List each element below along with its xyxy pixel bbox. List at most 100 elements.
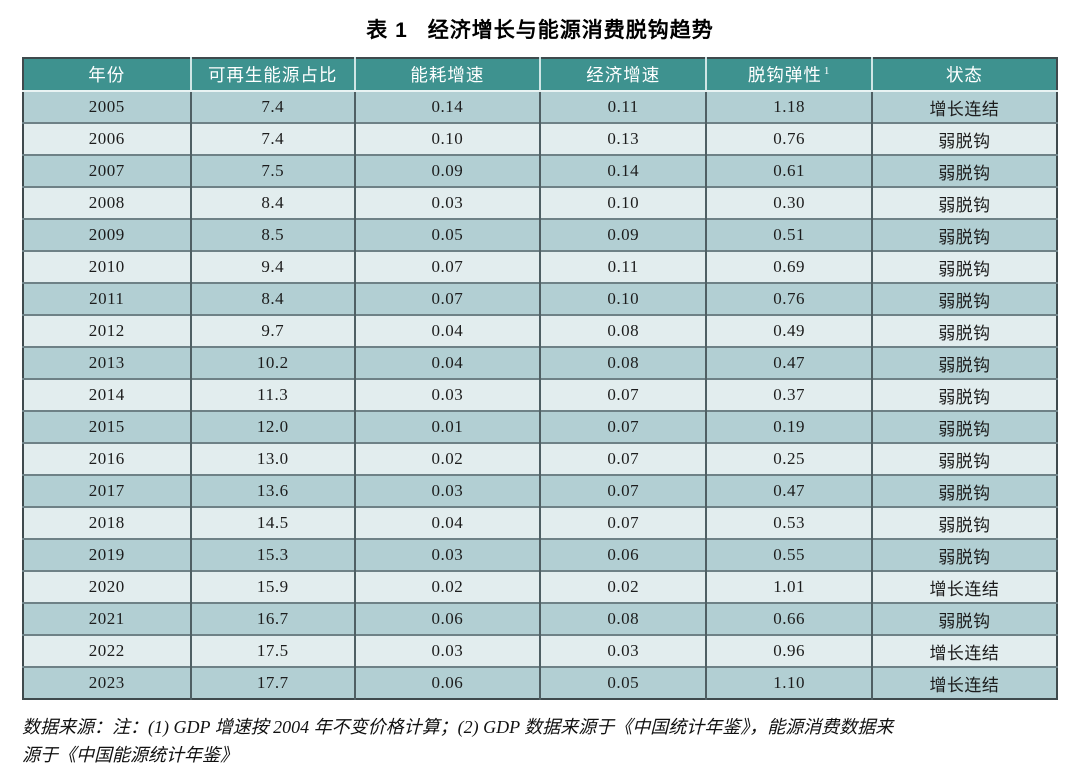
cell-year: 2011 [89, 289, 125, 308]
cell-energy-growth: 0.04 [353, 315, 540, 347]
table-number-label: 表 1 [366, 19, 408, 42]
cell-gdp-growth: 0.08 [538, 603, 707, 635]
cell-renewable-share: 17.7 [189, 667, 355, 699]
cell-gdp-growth: 0.08 [538, 315, 707, 347]
cell-energy-growth: 0.05 [353, 219, 540, 251]
cell-gdp-growth: 0.10 [538, 283, 707, 315]
cell-renewable-share: 11.3 [189, 379, 355, 411]
cell-renewable-share: 17.5 [189, 635, 355, 667]
table-row: 2023 17.7 0.06 0.05 1.10 增长连结 [23, 667, 1057, 699]
cell-status: 弱脱钩 [870, 507, 1057, 539]
cell-status: 弱脱钩 [870, 603, 1057, 635]
cell-gdp-growth: 0.07 [538, 475, 707, 507]
cell-elasticity: 0.53 [705, 507, 872, 539]
cell-energy-growth: 0.03 [353, 539, 540, 571]
cell-year: 2020 [88, 577, 125, 596]
cell-elasticity: 0.47 [705, 347, 872, 379]
cell-gdp-growth: 0.07 [538, 507, 707, 539]
cell-status: 弱脱钩 [870, 539, 1057, 571]
cell-status: 增长连结 [870, 635, 1057, 667]
cell-elasticity: 0.76 [705, 283, 872, 315]
cell-renewable-share: 14.5 [189, 507, 355, 539]
cell-elasticity: 1.18 [705, 91, 872, 123]
cell-status: 弱脱钩 [870, 347, 1057, 379]
cell-elasticity: 0.51 [705, 219, 872, 251]
cell-gdp-growth: 0.07 [538, 411, 707, 443]
table-row: 2022 17.5 0.03 0.03 0.96 增长连结 [23, 635, 1057, 667]
cell-energy-growth: 0.07 [353, 283, 540, 315]
table-header-row: 年份 可再生能源占比 能耗增速 经济增速 脱钩弹性 1 状态 [23, 58, 1057, 92]
cell-elasticity: 0.55 [705, 539, 872, 571]
cell-year: 2012 [88, 321, 125, 340]
cell-gdp-growth: 0.05 [538, 667, 707, 699]
footnote-line: 源于《中国能源统计年鉴》 [22, 745, 238, 765]
cell-gdp-growth: 0.14 [538, 155, 707, 187]
cell-renewable-share: 9.4 [189, 251, 355, 283]
cell-gdp-growth: 0.11 [538, 251, 707, 283]
cell-energy-growth: 0.01 [353, 411, 540, 443]
cell-gdp-growth: 0.11 [538, 91, 707, 123]
cell-gdp-growth: 0.10 [538, 187, 707, 219]
table-row: 2016 13.0 0.02 0.07 0.25 弱脱钩 [23, 443, 1057, 475]
table-row: 2019 15.3 0.03 0.06 0.55 弱脱钩 [23, 539, 1057, 571]
cell-elasticity: 0.19 [705, 411, 872, 443]
cell-elasticity: 0.69 [705, 251, 872, 283]
cell-year: 2008 [88, 193, 125, 212]
table-row: 2021 16.7 0.06 0.08 0.66 弱脱钩 [23, 603, 1057, 635]
header-cell-status: 状态 [870, 58, 1057, 92]
cell-status: 弱脱钩 [870, 411, 1057, 443]
cell-energy-growth: 0.06 [353, 667, 540, 699]
table-row: 2005 7.4 0.14 0.11 1.18 增长连结 [23, 91, 1057, 123]
cell-year: 2017 [88, 481, 125, 500]
cell-renewable-share: 13.6 [189, 475, 355, 507]
cell-renewable-share: 8.4 [189, 187, 355, 219]
cell-status: 弱脱钩 [870, 283, 1057, 315]
table-body: 2005 7.4 0.14 0.11 1.18 增长连结 2006 7.4 0.10 0.13 0.… [23, 91, 1057, 699]
cell-elasticity: 0.76 [705, 123, 872, 155]
cell-energy-growth: 0.02 [353, 443, 540, 475]
table-row: 2012 9.7 0.04 0.08 0.49 弱脱钩 [23, 315, 1057, 347]
cell-energy-growth: 0.03 [353, 475, 540, 507]
cell-status: 增长连结 [870, 571, 1057, 603]
header-cell-year: 年份 [23, 58, 191, 92]
table-row: 2010 9.4 0.07 0.11 0.69 弱脱钩 [23, 251, 1057, 283]
table-title-text: 经济增长与能源消费脱钩趋势 [427, 19, 714, 42]
cell-renewable-share: 7.4 [189, 91, 355, 123]
cell-energy-growth: 0.03 [353, 187, 540, 219]
cell-year: 2019 [88, 545, 125, 564]
cell-year: 2022 [88, 641, 125, 660]
header-cell-renewable-share: 可再生能源占比 [189, 58, 355, 92]
cell-gdp-growth: 0.13 [538, 123, 707, 155]
cell-renewable-share: 13.0 [189, 443, 355, 475]
cell-elasticity: 1.01 [705, 571, 872, 603]
cell-year: 2010 [88, 257, 125, 276]
cell-renewable-share: 16.7 [189, 603, 355, 635]
cell-renewable-share: 7.5 [189, 155, 355, 187]
cell-status: 弱脱钩 [870, 219, 1057, 251]
table-row: 2009 8.5 0.05 0.09 0.51 弱脱钩 [23, 219, 1057, 251]
cell-energy-growth: 0.03 [353, 379, 540, 411]
cell-status: 增长连结 [870, 91, 1057, 123]
cell-energy-growth: 0.04 [353, 347, 540, 379]
table-row: 2011 8.4 0.07 0.10 0.76 弱脱钩 [23, 283, 1057, 315]
cell-elasticity: 0.25 [705, 443, 872, 475]
table-row: 2008 8.4 0.03 0.10 0.30 弱脱钩 [23, 187, 1057, 219]
table-row: 2013 10.2 0.04 0.08 0.47 弱脱钩 [23, 347, 1057, 379]
cell-year: 2018 [88, 513, 125, 532]
cell-status: 弱脱钩 [870, 443, 1057, 475]
cell-gdp-growth: 0.06 [538, 539, 707, 571]
footnote-line: 数据来源：注：(1) GDP 增速按 2004 年不变价格计算；(2) GDP … [22, 717, 894, 737]
cell-energy-growth: 0.07 [353, 251, 540, 283]
cell-energy-growth: 0.09 [353, 155, 540, 187]
cell-year: 2013 [88, 353, 125, 372]
header-cell-elasticity: 脱钩弹性 1 [705, 58, 872, 92]
elasticity-footnote-marker: 1 [823, 65, 831, 78]
cell-gdp-growth: 0.03 [538, 635, 707, 667]
cell-energy-growth: 0.10 [353, 123, 540, 155]
cell-elasticity: 0.37 [705, 379, 872, 411]
cell-status: 弱脱钩 [870, 475, 1057, 507]
table-row: 2020 15.9 0.02 0.02 1.01 增长连结 [23, 571, 1057, 603]
cell-year: 2009 [88, 225, 125, 244]
cell-energy-growth: 0.02 [353, 571, 540, 603]
cell-renewable-share: 10.2 [189, 347, 355, 379]
